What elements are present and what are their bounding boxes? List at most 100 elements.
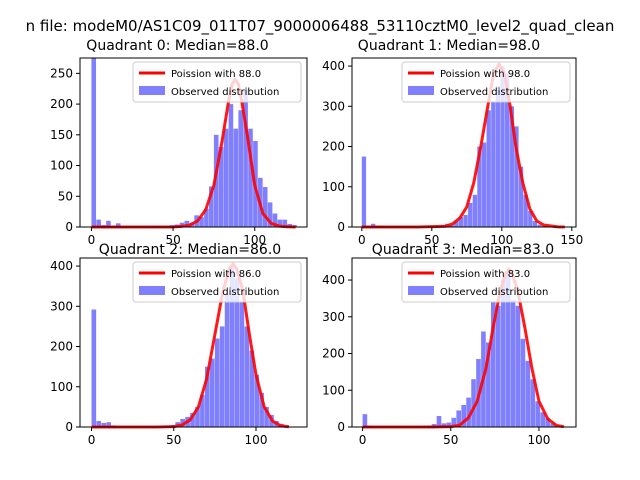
legend-bar-swatch: [139, 286, 165, 295]
histogram-bar: [481, 142, 487, 227]
histogram-bar: [505, 74, 510, 227]
histogram-bar: [436, 415, 442, 427]
histogram-bar: [361, 156, 367, 227]
legend-box: [132, 261, 302, 303]
histogram-bar: [525, 360, 531, 427]
histogram-bar: [214, 338, 220, 427]
histogram-bar: [477, 146, 482, 227]
figure-suptitle: n file: modeM0/AS1C09_011T07_9000006488_…: [26, 17, 615, 36]
panel-quadrant-0: 0 50 100 0 50 100 150 200 250 Poission with 88.0 O…: [50, 38, 308, 247]
x-tick-label: 50: [166, 433, 181, 447]
histogram-bar: [540, 412, 546, 427]
histogram-bar: [224, 294, 230, 427]
histogram-bar: [106, 422, 111, 427]
x-tick-label: 0: [88, 233, 96, 247]
histogram-bar: [264, 406, 269, 427]
y-tick-label: 250: [50, 66, 73, 80]
histogram-bar: [515, 305, 521, 427]
histogram-bar: [491, 102, 496, 227]
histogram-bar: [233, 128, 239, 227]
panel-quadrant-1: 0 50 100 150 0 100 200 300 400 Poission with 98.0…: [322, 38, 583, 247]
histogram-bar: [472, 194, 477, 227]
histogram-bar: [238, 110, 244, 227]
histogram-bar: [259, 392, 264, 427]
y-tick-label: 200: [322, 140, 345, 154]
histogram-bar: [362, 414, 368, 427]
histogram-bar: [91, 309, 97, 427]
histogram-bar: [514, 126, 519, 227]
histogram-bar: [500, 280, 506, 427]
panel-title-quadrant-1: Quadrant 1: Median=98.0: [358, 38, 540, 54]
histogram-bar: [532, 220, 538, 227]
axes-frame: [79, 57, 308, 228]
histogram-bar: [209, 358, 215, 427]
histogram-bar: [218, 147, 224, 227]
legend-label-observed: Observed distribution: [171, 87, 279, 98]
y-tick-label: 50: [58, 189, 73, 203]
legend-bar-swatch: [408, 286, 434, 295]
histogram-bar: [195, 406, 200, 427]
histogram-bar: [454, 220, 459, 227]
histogram-bar: [471, 379, 476, 427]
histogram-bar: [510, 300, 516, 427]
histogram-bar: [204, 208, 209, 227]
plot-area-quadrant-1: 0 50 100 150 0 100 200 300 400 Poission with 98.0…: [322, 57, 583, 247]
panel-title-quadrant-0: Quadrant 0: Median=88.0: [86, 38, 268, 54]
histogram-bar: [277, 219, 283, 227]
histogram-bar: [495, 305, 501, 427]
histogram-bar: [254, 374, 259, 427]
y-tick-label: 400: [322, 59, 345, 73]
y-tick-label: 400: [322, 273, 345, 287]
panel-title-quadrant-3: Quadrant 3: Median=83.0: [372, 242, 554, 258]
y-tick-label: 100: [322, 383, 345, 397]
histogram-bar: [96, 219, 101, 227]
histogram-bar: [441, 423, 447, 427]
x-tick-label: 0: [88, 433, 96, 447]
histogram-bar: [272, 213, 278, 227]
y-tick-label: 400: [50, 259, 73, 273]
histogram-bar: [466, 397, 471, 427]
histogram-bar: [486, 342, 491, 427]
histogram-bar: [115, 223, 121, 227]
plot-area-quadrant-0: 0 50 100 0 50 100 150 200 250 Poission with 88.0 O…: [50, 57, 308, 247]
histogram-bar: [199, 217, 204, 227]
histogram-bar: [219, 326, 225, 427]
histogram-bar: [537, 224, 542, 227]
histogram-bar: [282, 219, 288, 227]
y-tick-label: 200: [322, 347, 345, 361]
histogram-bar: [200, 394, 205, 427]
x-tick-label: 100: [528, 433, 551, 447]
histogram-bar: [446, 422, 452, 427]
y-tick-label: 0: [65, 420, 73, 434]
histogram-bar: [490, 302, 496, 427]
x-tick-label: 100: [245, 433, 268, 447]
histogram-bar: [520, 338, 526, 427]
x-tick-label: 50: [165, 233, 180, 247]
axes-frame: [79, 257, 308, 428]
histogram-bar: [228, 104, 234, 227]
histogram-bar: [468, 202, 473, 227]
legend-label-poisson: Poission with 98.0: [440, 69, 530, 80]
y-tick-label: 300: [322, 99, 345, 113]
y-tick-label: 200: [50, 340, 73, 354]
legend-label-poisson: Poission with 86.0: [171, 269, 261, 280]
histogram-bar: [267, 202, 273, 227]
legend-label-poisson: Poission with 83.0: [440, 269, 530, 280]
histogram-bar: [535, 401, 541, 427]
histogram-bar: [262, 187, 268, 227]
histogram-bar: [461, 404, 466, 427]
histogram-bar: [530, 379, 536, 427]
legend-bar-swatch: [408, 86, 434, 95]
histogram-bar: [96, 420, 102, 427]
x-tick-label: 0: [359, 433, 367, 447]
legend-box: [132, 61, 302, 103]
histogram-bar: [456, 410, 462, 427]
x-tick-label: 150: [560, 233, 583, 247]
histogram-bar: [184, 220, 190, 227]
y-tick-label: 100: [50, 380, 73, 394]
histogram-bar: [500, 66, 505, 227]
histogram-bar: [106, 220, 111, 227]
legend-label-poisson: Poission with 88.0: [171, 69, 261, 80]
plot-area-quadrant-2: 0 50 100 0 100 200 300 400 Poission with 86.0 Obs…: [50, 257, 308, 447]
histogram-bar: [458, 216, 464, 227]
